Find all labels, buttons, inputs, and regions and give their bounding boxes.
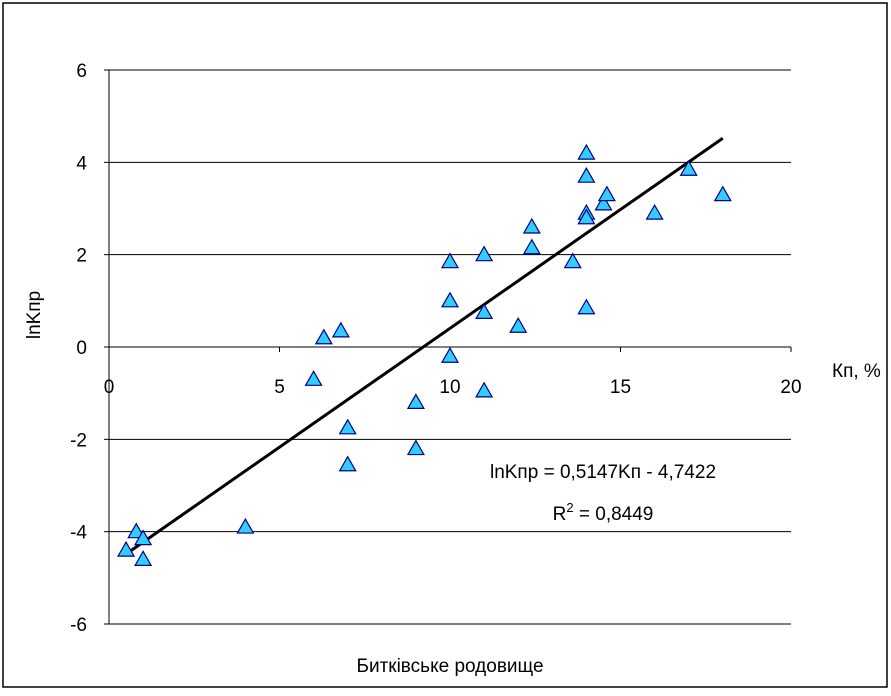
data-point: [406, 393, 425, 409]
data-point: [331, 321, 350, 338]
gridlines: [109, 69, 791, 625]
data-points: [117, 143, 732, 566]
chart-caption: Битківське родовище: [356, 656, 543, 677]
data-point: [127, 522, 146, 539]
y-tick-label: 2: [76, 246, 87, 267]
data-point: [679, 160, 698, 176]
x-axis-label: Кп, %: [832, 361, 881, 382]
data-point: [577, 166, 596, 183]
data-point: [117, 540, 136, 557]
data-point: [713, 185, 732, 202]
data-point: [594, 194, 613, 211]
data-point: [236, 517, 255, 534]
x-tick-label: 0: [104, 377, 115, 398]
y-tick-label: -4: [70, 523, 87, 544]
data-point: [440, 252, 460, 269]
data-point: [440, 291, 460, 308]
x-tick-label: 5: [274, 377, 285, 398]
data-point: [314, 328, 333, 345]
data-point: [304, 370, 323, 386]
x-tick-label: 20: [780, 377, 801, 398]
data-point: [475, 303, 494, 319]
data-point: [406, 439, 425, 456]
data-point: [577, 298, 596, 315]
data-point: [134, 529, 153, 546]
data-point: [475, 245, 494, 262]
y-tick-label: 0: [76, 338, 87, 359]
y-tick-labels: -6 -4 -2 0 2 4 6: [70, 61, 87, 636]
x-tick-labels: 0 5 10 15 20: [104, 377, 802, 398]
r-squared-label: R2 = 0,8449: [553, 500, 654, 525]
data-point: [577, 143, 596, 160]
data-point: [597, 185, 616, 202]
data-point: [645, 203, 664, 220]
data-point: [440, 347, 460, 363]
data-point: [577, 208, 596, 225]
y-tick-label: -6: [70, 615, 87, 636]
trendline-group: [125, 136, 724, 556]
data-point: [509, 317, 528, 333]
y-axis-label: lnKпр: [24, 291, 45, 339]
data-point: [338, 418, 357, 435]
data-point: [522, 238, 541, 255]
y-tick-label: 4: [76, 153, 87, 174]
data-point: [475, 381, 494, 398]
trendline: [125, 136, 724, 556]
trend-equation: lnKпр = 0,5147Kп - 4,7422: [490, 462, 716, 483]
x-tick-label: 10: [439, 377, 460, 398]
y-tick-label: -2: [70, 430, 87, 451]
x-tick-label: 15: [610, 377, 631, 398]
y-tick-label: 6: [76, 61, 87, 82]
data-point: [134, 550, 153, 566]
data-point: [522, 217, 541, 234]
data-point: [563, 252, 582, 269]
data-point: [338, 455, 357, 472]
